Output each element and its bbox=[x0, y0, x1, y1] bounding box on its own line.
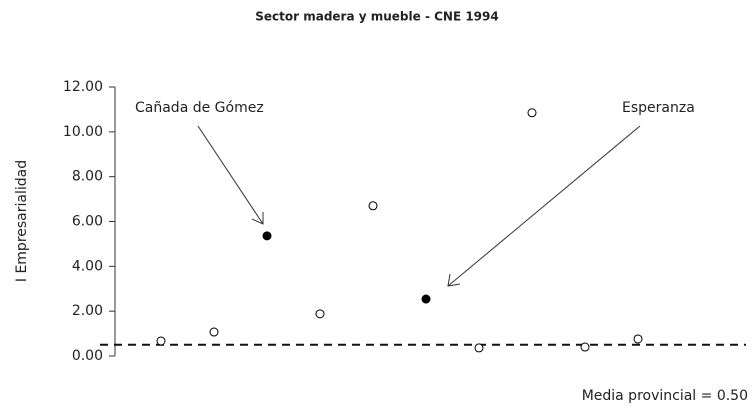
point bbox=[421, 294, 431, 304]
point bbox=[209, 327, 219, 337]
point bbox=[262, 231, 272, 241]
annotation-arrow bbox=[447, 125, 641, 287]
y-tick-label: 8.00 bbox=[72, 169, 103, 185]
y-tick-label: 2.00 bbox=[72, 303, 103, 319]
y-tick-label: 6.00 bbox=[72, 214, 103, 230]
chart-title: Sector madera y mueble - CNE 1994 bbox=[255, 10, 498, 24]
y-tick-label: 0.00 bbox=[72, 348, 103, 364]
annotation: Esperanza bbox=[622, 100, 695, 116]
point bbox=[315, 309, 325, 319]
point bbox=[527, 108, 537, 118]
point bbox=[633, 334, 643, 344]
point bbox=[474, 343, 484, 353]
point bbox=[368, 201, 378, 211]
annotation-arrow bbox=[197, 125, 264, 225]
y-axis-label: I Empresarialidad bbox=[14, 160, 30, 282]
point bbox=[156, 336, 166, 346]
y-tick-label: 12.00 bbox=[63, 79, 103, 95]
y-tick-label: 10.00 bbox=[63, 124, 103, 140]
mean-label: Media provincial = 0.50 bbox=[582, 388, 748, 404]
point bbox=[580, 342, 590, 352]
annotation: Cañada de Gómez bbox=[135, 100, 264, 116]
y-tick-label: 4.00 bbox=[72, 258, 103, 274]
